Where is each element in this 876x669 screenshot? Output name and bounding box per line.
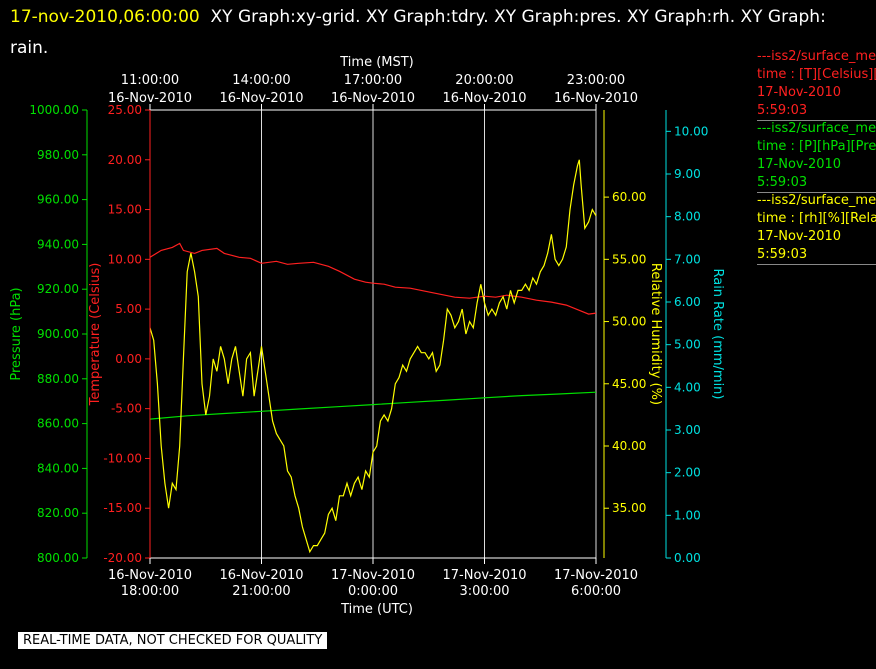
x-bottom-tick-label: 16-Nov-2010 bbox=[108, 568, 192, 583]
rain-tick-label: 10.00 bbox=[674, 124, 708, 138]
x-bottom-tick-label: 6:00:00 bbox=[571, 584, 621, 599]
legend-date: 17-Nov-2010 bbox=[757, 85, 842, 100]
pressure-tick-label: 820.00 bbox=[37, 506, 79, 520]
legend-separator bbox=[757, 192, 876, 193]
temperature-tick-label: -15.00 bbox=[103, 501, 142, 515]
pressure-tick-label: 960.00 bbox=[37, 193, 79, 207]
rain-tick-label: 1.00 bbox=[674, 508, 701, 522]
x-bottom-tick-label: 16-Nov-2010 bbox=[219, 568, 303, 583]
x-top-tick-label: 16-Nov-2010 bbox=[108, 91, 192, 106]
series-group bbox=[149, 159, 597, 554]
temperature-tick-label: 10.00 bbox=[108, 252, 142, 266]
pressure-series-line bbox=[149, 391, 597, 420]
rain-tick-label: 2.00 bbox=[674, 466, 701, 480]
rain-tick-label: 6.00 bbox=[674, 295, 701, 309]
legend-date: 17-Nov-2010 bbox=[757, 229, 842, 244]
x-top-tick-label: 23:00:00 bbox=[567, 73, 625, 88]
rain-tick-label: 5.00 bbox=[674, 338, 701, 352]
x-bottom-tick-label: 17-Nov-2010 bbox=[331, 568, 415, 583]
header: 17-nov-2010,06:00:00 XY Graph:xy-grid. X… bbox=[10, 2, 860, 64]
x-axes-group: 16-Nov-201018:00:0016-Nov-201021:00:0017… bbox=[108, 55, 638, 617]
axes-group: 800.00 820.00 840.00 860.00 880.00 900.00 920.… bbox=[9, 103, 725, 565]
humidity-tick-label: 50.00 bbox=[612, 315, 646, 329]
pressure-tick-label: 880.00 bbox=[37, 372, 79, 386]
legend-line2: time : [P][hPa][Pres bbox=[757, 139, 876, 154]
legend-line2: time : [rh][%][Relati bbox=[757, 211, 876, 226]
legend-separator bbox=[757, 264, 876, 265]
x-bottom-tick-label: 3:00:00 bbox=[459, 584, 509, 599]
temperature-tick-label: 20.00 bbox=[108, 153, 142, 167]
pressure-tick-label: 800.00 bbox=[37, 551, 79, 565]
x-bottom-tick-label: 18:00:00 bbox=[121, 584, 179, 599]
humidity-axis-label: Relative Humidity (%) bbox=[648, 263, 663, 405]
x-bottom-tick-label: 21:00:00 bbox=[232, 584, 290, 599]
humidity-tick-label: 55.00 bbox=[612, 252, 646, 266]
legend-name: ---iss2/surface_me bbox=[757, 193, 876, 208]
grid-lines bbox=[149, 110, 597, 558]
temperature-axis-label: Temperature (Celsius) bbox=[88, 263, 103, 407]
x-bottom-tick-label: 17-Nov-2010 bbox=[554, 568, 638, 583]
temperature-tick-label: 15.00 bbox=[108, 203, 142, 217]
legend-time: 5:59:03 bbox=[757, 247, 808, 262]
legend-time: 5:59:03 bbox=[757, 175, 808, 190]
pressure-axis-label: Pressure (hPa) bbox=[9, 287, 24, 380]
rain-tick-label: 9.00 bbox=[674, 167, 701, 181]
rain-tick-label: 3.00 bbox=[674, 423, 701, 437]
legend-line2: time : [T][Celsius][T bbox=[757, 67, 876, 82]
legend-time: 5:59:03 bbox=[757, 103, 808, 118]
x-bottom-axis-label: Time (UTC) bbox=[340, 602, 413, 617]
pressure-tick-label: 940.00 bbox=[37, 237, 79, 251]
header-titles: XY Graph:xy-grid. XY Graph:tdry. XY Grap… bbox=[10, 7, 826, 58]
humidity-tick-label: 35.00 bbox=[612, 501, 646, 515]
x-top-tick-label: 16-Nov-2010 bbox=[554, 91, 638, 106]
x-top-axis-label: Time (MST) bbox=[339, 55, 414, 70]
temperature-tick-label: -20.00 bbox=[103, 551, 142, 565]
rain-tick-label: 0.00 bbox=[674, 551, 701, 565]
x-top-tick-label: 16-Nov-2010 bbox=[442, 91, 526, 106]
temperature-tick-label: -5.00 bbox=[111, 402, 142, 416]
rain-tick-label: 8.00 bbox=[674, 210, 701, 224]
x-top-tick-label: 11:00:00 bbox=[121, 73, 179, 88]
x-bottom-tick-label: 0:00:00 bbox=[348, 584, 398, 599]
x-top-tick-label: 16-Nov-2010 bbox=[331, 91, 415, 106]
x-top-tick-label: 14:00:00 bbox=[232, 73, 290, 88]
header-timestamp: 17-nov-2010,06:00:00 bbox=[10, 7, 200, 27]
temperature-tick-label: 25.00 bbox=[108, 103, 142, 117]
pressure-tick-label: 1000.00 bbox=[29, 103, 79, 117]
x-top-tick-label: 20:00:00 bbox=[455, 73, 513, 88]
pressure-tick-label: 920.00 bbox=[37, 282, 79, 296]
rain-axis-label: Rain Rate (mm/min) bbox=[710, 268, 725, 399]
x-top-tick-label: 16-Nov-2010 bbox=[219, 91, 303, 106]
pressure-tick-label: 840.00 bbox=[37, 461, 79, 475]
pressure-tick-label: 980.00 bbox=[37, 148, 79, 162]
temperature-tick-label: 5.00 bbox=[115, 302, 142, 316]
x-top-tick-label: 17:00:00 bbox=[344, 73, 402, 88]
rain-tick-label: 7.00 bbox=[674, 252, 701, 266]
x-bottom-tick-label: 17-Nov-2010 bbox=[442, 568, 526, 583]
rain-tick-label: 4.00 bbox=[674, 380, 701, 394]
temperature-series-line bbox=[149, 242, 597, 315]
pressure-tick-label: 860.00 bbox=[37, 417, 79, 431]
temperature-tick-label: 0.00 bbox=[115, 352, 142, 366]
legend-name: ---iss2/surface_me bbox=[757, 49, 876, 64]
humidity-tick-label: 40.00 bbox=[612, 439, 646, 453]
legend-separator bbox=[757, 120, 876, 121]
legend-name: ---iss2/surface_me bbox=[757, 121, 876, 136]
temperature-tick-label: -10.00 bbox=[103, 451, 142, 465]
humidity-series-line bbox=[149, 159, 597, 554]
pressure-tick-label: 900.00 bbox=[37, 327, 79, 341]
legend-date: 17-Nov-2010 bbox=[757, 157, 842, 172]
humidity-tick-label: 60.00 bbox=[612, 190, 646, 204]
quality-banner: REAL-TIME DATA, NOT CHECKED FOR QUALITY bbox=[18, 632, 328, 649]
humidity-tick-label: 45.00 bbox=[612, 377, 646, 391]
